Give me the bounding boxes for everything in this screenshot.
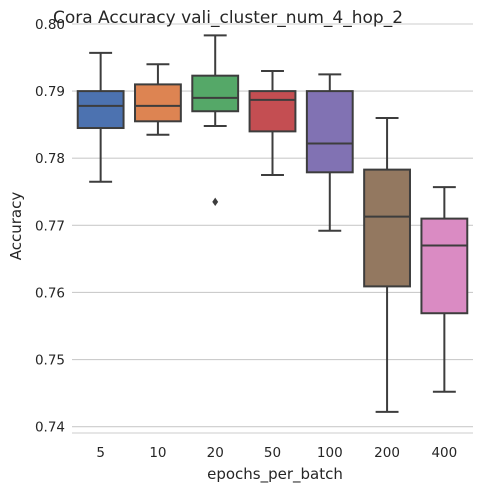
chart-title: Cora Accuracy vali_cluster_num_4_hop_2 (53, 8, 403, 28)
y-tick-label: 0.77 (35, 218, 65, 234)
box-50 (248, 69, 297, 176)
y-tick-label: 0.76 (35, 285, 65, 301)
box-plots (76, 34, 469, 413)
y-tick-label: 0.74 (35, 420, 65, 436)
x-tick-label-400: 400 (431, 445, 457, 461)
iqr-box (191, 74, 240, 113)
x-tick-label-50: 50 (264, 445, 281, 461)
x-axis-label: epochs_per_batch (207, 465, 343, 484)
x-tick-label-100: 100 (317, 445, 343, 461)
y-tick-labels: 0.74 0.75 0.76 0.77 0.78 0.79 0.80 (35, 17, 65, 436)
iqr-box (76, 90, 125, 130)
iqr-box (305, 90, 354, 174)
y-axis-label: Accuracy (7, 192, 25, 261)
x-tick-label-10: 10 (149, 445, 166, 461)
outlier-point (212, 197, 219, 207)
box-5 (76, 51, 125, 183)
box-200 (363, 116, 411, 413)
x-tick-label-5: 5 (96, 445, 105, 461)
y-tick-label: 0.78 (35, 151, 65, 167)
iqr-box (420, 217, 469, 315)
iqr-box (363, 168, 411, 288)
y-tick-label: 0.79 (35, 84, 65, 100)
box-20 (191, 34, 240, 207)
x-tick-labels: 5 10 20 50 100 200 400 (96, 445, 457, 461)
box-100 (305, 73, 354, 232)
x-tick-label-20: 20 (207, 445, 224, 461)
y-tick-label: 0.75 (35, 353, 65, 369)
y-tick-label: 0.80 (35, 17, 65, 33)
x-tick-label-200: 200 (374, 445, 400, 461)
box-400 (420, 186, 469, 393)
box-10 (134, 63, 182, 136)
iqr-box (248, 90, 297, 133)
iqr-box (134, 83, 182, 123)
